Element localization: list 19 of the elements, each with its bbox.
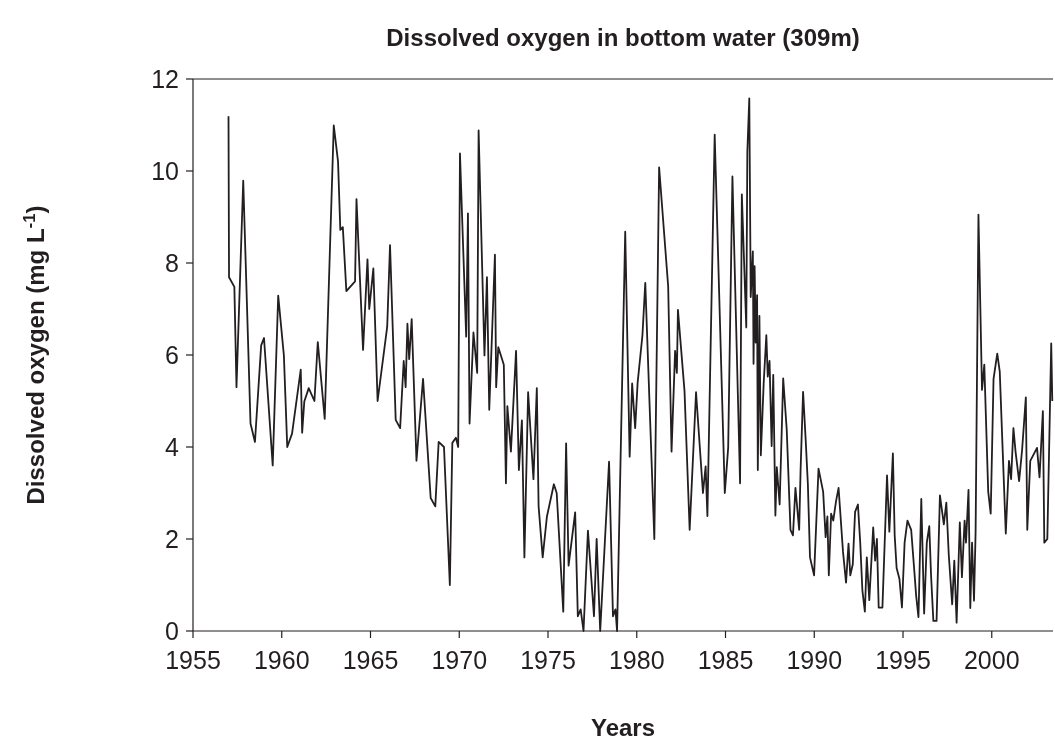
y-tick-label: 0 (165, 616, 179, 645)
y-tick-label: 10 (151, 156, 179, 185)
y-tick-label: 12 (151, 64, 179, 93)
y-tick-label: 6 (165, 340, 179, 369)
y-tick-label: 8 (165, 248, 179, 277)
chart-title: Dissolved oxygen in bottom water (309m) (386, 24, 860, 51)
x-tick-label: 1995 (875, 646, 931, 674)
x-tick-label: 1985 (697, 646, 754, 674)
x-tick-label: 1965 (342, 646, 399, 674)
y-tick-label: 4 (165, 432, 180, 461)
x-tick-label: 1955 (165, 646, 221, 674)
x-tick-label: 1990 (786, 646, 843, 674)
x-tick-label: 1975 (520, 646, 576, 674)
x-tick-label: 1970 (431, 646, 488, 674)
x-tick-label: 1980 (608, 646, 665, 674)
y-tick-label: 2 (165, 524, 179, 553)
x-tick-label: 2000 (963, 646, 1020, 674)
x-axis-title: Years (590, 714, 656, 741)
x-tick-label: 1960 (253, 646, 310, 674)
